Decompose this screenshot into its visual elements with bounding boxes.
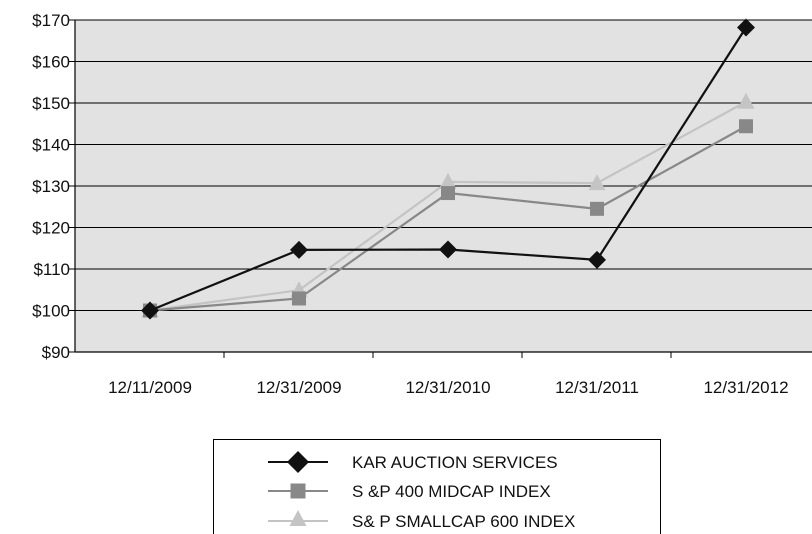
y-tick-label: $120 [32, 219, 70, 238]
y-tick-label: $90 [42, 343, 70, 362]
y-tick-label: $170 [32, 11, 70, 30]
legend: KAR AUCTION SERVICES S &P 400 MIDCAP IND… [214, 440, 661, 534]
y-tick-label: $150 [32, 94, 70, 113]
y-tick-label: $110 [33, 260, 70, 279]
x-tick-label: 12/31/2012 [703, 378, 788, 397]
legend-label-smallcap: S& P SMALLCAP 600 INDEX [352, 512, 575, 531]
y-tick-label: $160 [32, 53, 70, 72]
x-tick-label: 12/31/2010 [405, 378, 490, 397]
legend-label-kar: KAR AUCTION SERVICES [352, 453, 558, 472]
x-tick-label: 12/31/2009 [256, 378, 341, 397]
data-point-square [590, 202, 604, 216]
x-ticks: 12/11/2009 12/31/2009 12/31/2010 12/31/2011… [108, 352, 788, 397]
x-tick-label: 12/11/2009 [108, 378, 192, 397]
data-point-square [441, 186, 455, 200]
y-ticks: $90 $100 $110 $120 $130 $140 $150 $160 $170 [32, 11, 75, 362]
y-tick-label: $130 [32, 177, 70, 196]
x-tick-label: 12/31/2011 [555, 378, 639, 397]
y-tick-label: $140 [32, 136, 70, 155]
data-point-square [739, 119, 753, 133]
data-point-square [292, 291, 306, 305]
legend-label-midcap: S &P 400 MIDCAP INDEX [352, 482, 551, 501]
y-tick-label: $100 [32, 302, 70, 321]
legend-marker-square [291, 484, 306, 499]
